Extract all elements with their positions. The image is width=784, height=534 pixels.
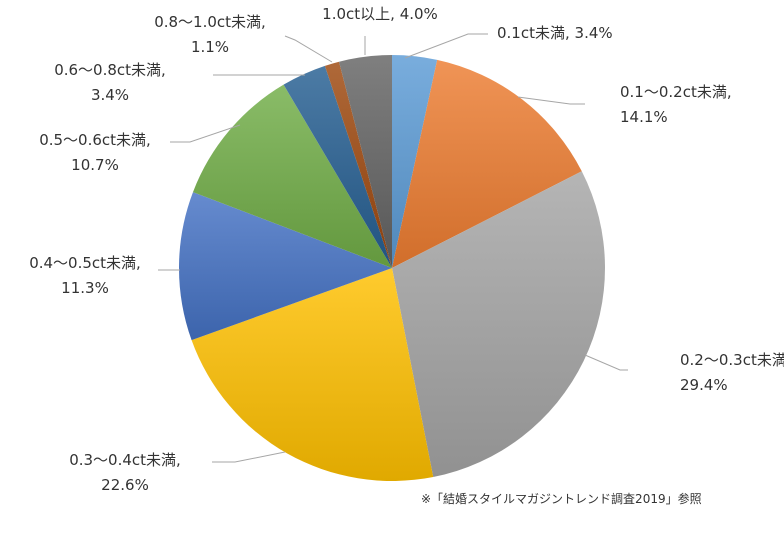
slice-category-4: 0.3〜0.4ct未満, [69,451,181,469]
slice-label-2: 0.1〜0.2ct未満, 14.1% [620,83,732,126]
slice-label-4: 0.3〜0.4ct未満, 22.6% [69,451,181,494]
slice-label-8: 0.8〜1.0ct未満, 1.1% [154,13,266,56]
slice-value-6: 10.7% [71,156,119,174]
slice-value-7: 3.4% [91,86,129,104]
pie-slice-7 [283,65,392,268]
pie-slice-9 [339,55,392,268]
leader-line-1 [404,33,488,59]
leader-line-6 [170,124,241,143]
slice-label-7: 0.6〜0.8ct未満, 3.4% [54,61,166,104]
slice-category-7: 0.6〜0.8ct未満, [54,61,166,79]
pie-slice-6 [192,84,392,268]
slice-category-1: 0.1ct未満, [497,24,575,42]
leader-lines [158,33,628,463]
slice-value-2: 14.1% [620,108,668,126]
slice-value-5: 11.3% [61,279,109,297]
slice-label-6: 0.5〜0.6ct未満, 10.7% [39,131,151,174]
leader-line-8 [284,35,333,63]
pie-slice-5 [178,192,392,341]
pie-slice-1 [392,55,438,268]
slice-value-1: 3.4% [575,24,613,42]
slice-value-4: 22.6% [101,476,149,494]
slice-label-5: 0.4〜0.5ct未満, 11.3% [29,254,141,297]
slice-category-8: 0.8〜1.0ct未満, [154,13,266,31]
leader-line-4 [212,451,286,463]
leader-line-3 [584,354,628,371]
slice-value-3: 29.4% [680,376,728,394]
pie-slices [178,55,605,481]
slice-labels: 0.1ct未満, 3.4% 0.1〜0.2ct未満, 14.1% 0.2〜0.3ct未… [29,5,784,494]
slice-category-3: 0.2〜0.3ct未満, [680,351,784,369]
pie-slice-3 [392,171,605,477]
pie-slice-8 [324,61,392,268]
slice-value-8: 1.1% [191,38,229,56]
slice-category-5: 0.4〜0.5ct未満, [29,254,141,272]
source-note: ※「結婚スタイルマガジントレンド調査2019」参照 [421,492,702,506]
leader-line-2 [517,96,585,105]
slice-label-1: 0.1ct未満, 3.4% [497,24,613,42]
pie-slice-2 [392,59,582,269]
slice-value-9: 4.0% [400,5,438,23]
slice-category-9: 1.0ct以上, [322,5,400,23]
pie-slice-4 [191,268,434,481]
slice-category-6: 0.5〜0.6ct未満, [39,131,151,149]
slice-label-9: 1.0ct以上, 4.0% [322,5,438,23]
slice-label-3: 0.2〜0.3ct未満, 29.4% [680,351,784,394]
slice-category-2: 0.1〜0.2ct未満, [620,83,732,101]
